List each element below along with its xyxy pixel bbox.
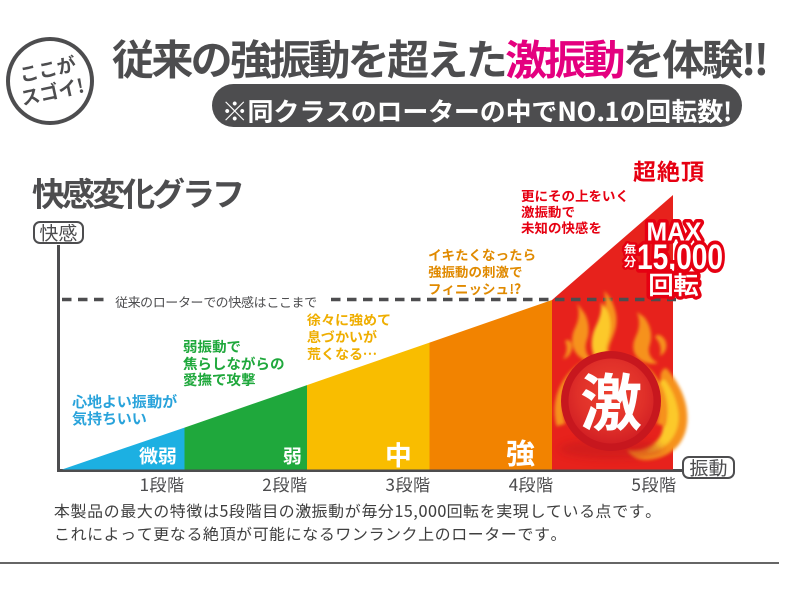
svg-text:MAX: MAX [647, 217, 703, 247]
svg-text:毎: 毎 [624, 242, 636, 257]
svg-text:分: 分 [624, 254, 636, 269]
svg-text:15,000: 15,000 [637, 238, 723, 277]
svg-text:回転: 回転 [649, 273, 699, 300]
